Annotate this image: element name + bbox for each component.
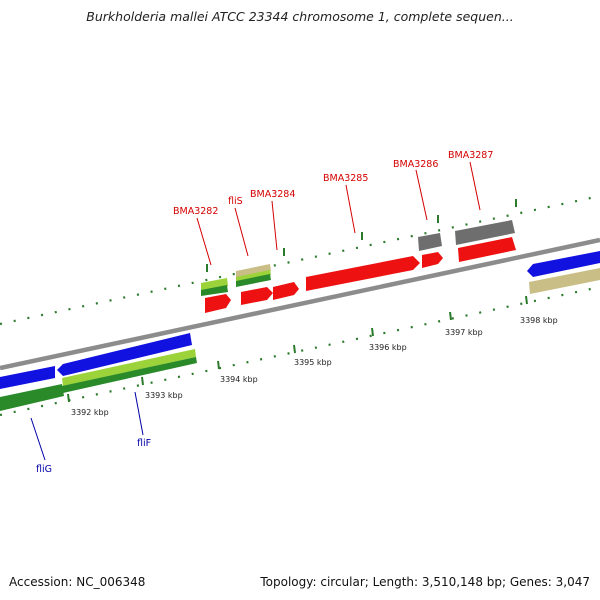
gene-label-bma3282[interactable]: BMA3282 <box>173 206 218 217</box>
gene-label-flig[interactable]: fliG <box>36 464 52 475</box>
gene-bma3284-feature[interactable] <box>273 282 299 300</box>
gene-label-bma3286[interactable]: BMA3286 <box>393 159 438 170</box>
leader-bma3282 <box>196 217 212 266</box>
topology-summary: Topology: circular; Length: 3,510,148 bp… <box>260 575 590 589</box>
gene-label-flis[interactable]: fliS <box>228 196 243 207</box>
label-leaders <box>30 161 481 461</box>
kbp-label-3396: 3396 kbp <box>369 343 407 352</box>
gene-green-lower-2[interactable] <box>62 357 197 393</box>
gene-label-bma3284[interactable]: BMA3284 <box>250 189 295 200</box>
tick-3393 <box>141 376 144 386</box>
gene-label-bma3287[interactable]: BMA3287 <box>448 150 493 161</box>
gene-label-flif[interactable]: fliF <box>137 438 151 449</box>
gene-tan-reverse[interactable] <box>529 268 600 294</box>
kbp-label-3395: 3395 kbp <box>294 358 332 367</box>
gene-bma3282-feature[interactable] <box>205 294 231 313</box>
leader-flis <box>234 207 249 257</box>
gene-bma3286-gray[interactable] <box>418 233 442 251</box>
gene-blue-reverse-3[interactable] <box>527 251 600 277</box>
leader-bma3286 <box>415 169 428 221</box>
gene-bma3287-gray[interactable] <box>455 220 515 245</box>
gene-bma3282-lime[interactable] <box>201 278 228 291</box>
tick-3398 <box>525 295 528 305</box>
accession-text: Accession: NC_006348 <box>9 575 146 589</box>
gene-bma3287-feature[interactable] <box>458 237 516 262</box>
gene-green-lower-1[interactable] <box>0 384 64 411</box>
upper-major-ticks <box>206 199 517 272</box>
tick-3397 <box>449 311 452 321</box>
gene-flis-tan[interactable] <box>236 264 271 278</box>
gene-bma3282-green[interactable] <box>201 285 228 296</box>
chromosome-backbone <box>0 237 600 371</box>
tick-3392 <box>67 393 70 403</box>
gene-blue-reverse-2[interactable] <box>57 333 192 376</box>
gene-flis-lime[interactable] <box>236 270 271 282</box>
gene-bma3285-feature[interactable] <box>306 256 420 291</box>
leader-flig <box>30 417 46 461</box>
gene-flis-green[interactable] <box>236 274 271 287</box>
lower-major-ticks <box>67 295 528 403</box>
tick-3395 <box>293 344 296 354</box>
tick-3394 <box>217 360 220 370</box>
gene-flig-feature[interactable] <box>0 366 55 389</box>
gene-bma3286-feature[interactable] <box>422 252 443 268</box>
tick-3396 <box>371 327 374 337</box>
leader-bma3284 <box>271 200 278 251</box>
kbp-label-3398: 3398 kbp <box>520 316 558 325</box>
kbp-label-3392: 3392 kbp <box>71 408 109 417</box>
gene-label-bma3285[interactable]: BMA3285 <box>323 173 368 184</box>
kbp-label-3393: 3393 kbp <box>145 391 183 400</box>
kbp-label-3397: 3397 kbp <box>445 328 483 337</box>
gene-flis-feature[interactable] <box>241 287 273 305</box>
leader-flif <box>134 391 144 436</box>
leader-bma3285 <box>345 184 356 234</box>
leader-bma3287 <box>469 161 481 211</box>
sequence-title: Burkholderia mallei ATCC 23344 chromosom… <box>86 9 514 24</box>
gene-lime-lower[interactable] <box>62 349 196 386</box>
kbp-label-3394: 3394 kbp <box>220 375 258 384</box>
